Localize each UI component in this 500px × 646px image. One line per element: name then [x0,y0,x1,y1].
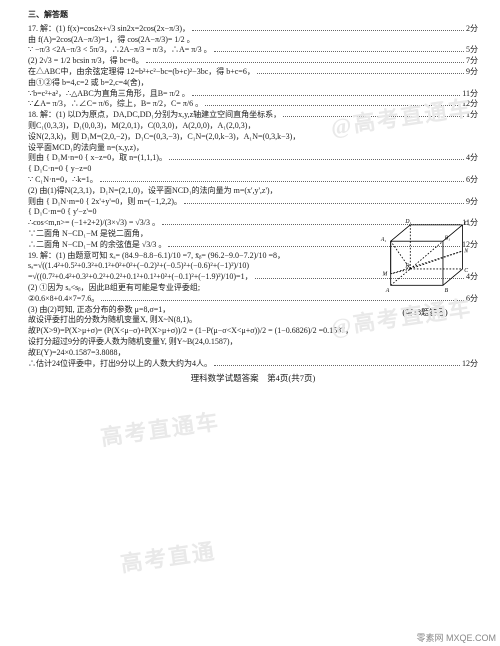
svg-text:M: M [382,272,389,278]
line-content: ∴cos<m,n>= (−1+2+2)/(3×√3) = √3/3 。 [28,218,160,229]
score-label: 12分 [462,99,478,110]
line-content: (3) 由(2)可知, 正态分布的参数 μ=8,σ=1， [28,305,170,316]
line-content: ∵∠A= π/3，∴∠C= π/6，综上，B= π/2，C= π/6 。 [28,99,203,110]
line-content: (2) ①因为 sₐ<sᵦ，因此B组更有可能是专业评委组; [28,283,200,294]
watermark: 高考直通 [118,533,218,578]
svg-text:C₁: C₁ [464,221,470,227]
solution-line: ∵ −π/3 <2A−π/3 < 5π/3，∴2A−π/3 = π/3，∴A= … [28,45,478,56]
line-content: 设平面MCD₁的法向量 n=(x,y,z)， [28,143,144,154]
line-content: 由 f(A)=2cos(2A−π/3)=1，得 cos(2A−π/3)= 1/2… [28,35,195,46]
solution-line: 设N(2,3,k)，则 D₁M=(2,0,−2)，D₁C=(0,3,−3)，C₁… [28,132,478,143]
leader-dots [192,26,464,31]
solution-line: 故P(X>9)=P(X>μ+σ)= (P(X<μ−σ)+P(X>μ+σ))/2 … [28,326,478,337]
score-label: 2分 [466,24,478,35]
solution-line: (2) 由(1)得N(2,3,1)，D₁N=(2,1,0)，设平面NCD₁的法向… [28,186,478,197]
svg-text:A: A [385,288,390,294]
line-content: =√((0.7²+0.4²+0.3²+0.2²+0.2²+0.1²+0.1²+0… [28,272,253,283]
score-label: 4分 [466,153,478,164]
svg-text:B: B [445,288,449,294]
solution-line: 故E(Y)=24×0.1587=3.8088， [28,348,478,359]
line-content: 则由 { D₁M·n=0 { x−z=0，取 n=(1,1,1)。 [28,153,167,164]
leader-dots [283,112,464,117]
score-label: 1分 [466,110,478,121]
watermark: 高考直通车 [98,404,221,452]
solution-line: 由 f(A)=2cos(2A−π/3)=1，得 cos(2A−π/3)= 1/2… [28,35,478,46]
leader-dots [214,361,460,366]
line-content: 则由 { D₁N·m=0 { 2x'+y'=0，则 m=(−1,2,2)。 [28,197,182,208]
svg-text:D₁: D₁ [404,219,411,225]
svg-text:N: N [463,249,469,255]
line-content: ∴估计24位评委中，打出9分以上的人数大约为4人。 [28,359,212,370]
score-label: 12分 [462,359,478,370]
line-content: 故E(Y)=24×0.1587=3.8088， [28,348,126,359]
solution-line: (2) 2√3 = 1/2 bcsin π/3，得 bc=8。 7分 [28,56,478,67]
line-content: 故设评委打出的分数为随机变量X, 则X~N(8,1)。 [28,315,197,326]
line-content: 在△ABC中，由余弦定理得 12=b²+c²−bc=(b+c)²−3bc，得 b… [28,67,255,78]
page-footer: 理科数学试题答案 第4页(共7页) [28,373,478,384]
line-content: 17. 解：(1) f(x)=cos2x+√3 sin2x=2cos(2x−π/… [28,24,190,35]
line-content: 设打分超过9分的评委人数为随机变量Y, 则Y~B(24,0.1587)， [28,337,238,348]
leader-dots [205,101,460,106]
line-content: ∴二面角 N−CD₁−M 的余弦值是 √3/3 。 [28,240,166,251]
line-content: 设N(2,3,k)，则 D₁M=(2,0,−2)，D₁C=(0,3,−3)，C₁… [28,132,300,143]
cube-figure: A B C D A₁ B₁ C₁ D₁ M N (第18题答图) [376,202,474,318]
line-content: ∵二面角 N−CD₁−M 是锐二面角， [28,229,148,240]
figure-caption: (第18题答图) [376,307,474,318]
solution-line: 设打分超过9分的评委人数为随机变量Y, 则Y~B(24,0.1587)， [28,337,478,348]
svg-text:A₁: A₁ [380,237,386,243]
line-content: (2) 2√3 = 1/2 bcsin π/3，得 bc=8。 [28,56,144,67]
svg-text:D: D [404,263,410,269]
line-content: 则C₁(0,3,3)，D₁(0,0,3)，M(2,0,1)，C(0,3,0)，A… [28,121,255,132]
leader-dots [169,155,464,160]
leader-dots [257,69,464,74]
leader-dots [214,47,464,52]
score-label: 5分 [466,45,478,56]
solution-line: 在△ABC中，由余弦定理得 12=b²+c²−bc=(b+c)²−3bc，得 b… [28,67,478,78]
line-content: ∵b=c²+a²，∴△ABC为直角三角形，且B= π/2 。 [28,89,190,100]
line-content: { D₁C·n=0 { y−z=0 [28,164,91,175]
solution-line: ∵b=c²+a²，∴△ABC为直角三角形，且B= π/2 。 11分 [28,89,478,100]
solution-line: ∵ C₁N·n=0，∴k=1。 6分 [28,175,478,186]
solution-line: ∵∠A= π/3，∴∠C= π/6，综上，B= π/2，C= π/6 。 12分 [28,99,478,110]
svg-text:B₁: B₁ [445,236,450,242]
solution-line: { D₁C·n=0 { y−z=0 [28,164,478,175]
solution-line: 设平面MCD₁的法向量 n=(x,y,z)， [28,143,478,154]
line-content: { D₁C·m=0 { y'−z'=0 [28,207,96,218]
solution-line: 由①②得 b=4,c=2 或 b=2,c=4(舍)， [28,78,478,89]
solution-line: 17. 解：(1) f(x)=cos2x+√3 sin2x=2cos(2x−π/… [28,24,478,35]
line-content: ∵ C₁N·n=0，∴k=1。 [28,175,98,186]
section-title: 三、解答题 [28,10,478,21]
solution-line: 则由 { D₁M·n=0 { x−z=0，取 n=(1,1,1)。 4分 [28,153,478,164]
line-content: 19. 解：(1) 由题意可知 x̄ₐ= (84.9−8.8−6.1)/10 =… [28,251,285,262]
line-content: (2) 由(1)得N(2,3,1)，D₁N=(2,1,0)，设平面NCD₁的法向… [28,186,278,197]
leader-dots [192,91,460,96]
line-content: 由①②得 b=4,c=2 或 b=2,c=4(舍)， [28,78,148,89]
leader-dots [100,177,464,182]
line-content: sₐ=√((1.4²+0.5²+0.3²+0.1²+0²+0²+(−0.2)²+… [28,261,249,272]
solution-line: 18. 解：(1) 以D为原点，DA,DC,DD₁分别为x,y,z轴建立空间直角… [28,110,478,121]
leader-dots [146,58,464,63]
solution-line: ∴估计24位评委中，打出9分以上的人数大约为4人。 12分 [28,359,478,370]
svg-text:C: C [464,268,468,274]
line-content: ∵ −π/3 <2A−π/3 < 5π/3，∴2A−π/3 = π/3，∴A= … [28,45,212,56]
line-content: 故P(X>9)=P(X>μ+σ)= (P(X<μ−σ)+P(X>μ+σ))/2 … [28,326,353,337]
score-label: 7分 [466,56,478,67]
score-label: 11分 [462,89,478,100]
site-mark: 零素网 MXQE.COM [416,631,496,644]
score-label: 6分 [466,175,478,186]
score-label: 9分 [466,67,478,78]
solution-line: 则C₁(0,3,3)，D₁(0,0,3)，M(2,0,1)，C(0,3,0)，A… [28,121,478,132]
line-content: 18. 解：(1) 以D为原点，DA,DC,DD₁分别为x,y,z轴建立空间直角… [28,110,281,121]
line-content: ②0.6×8+0.4×7=7.6。 [28,294,99,305]
